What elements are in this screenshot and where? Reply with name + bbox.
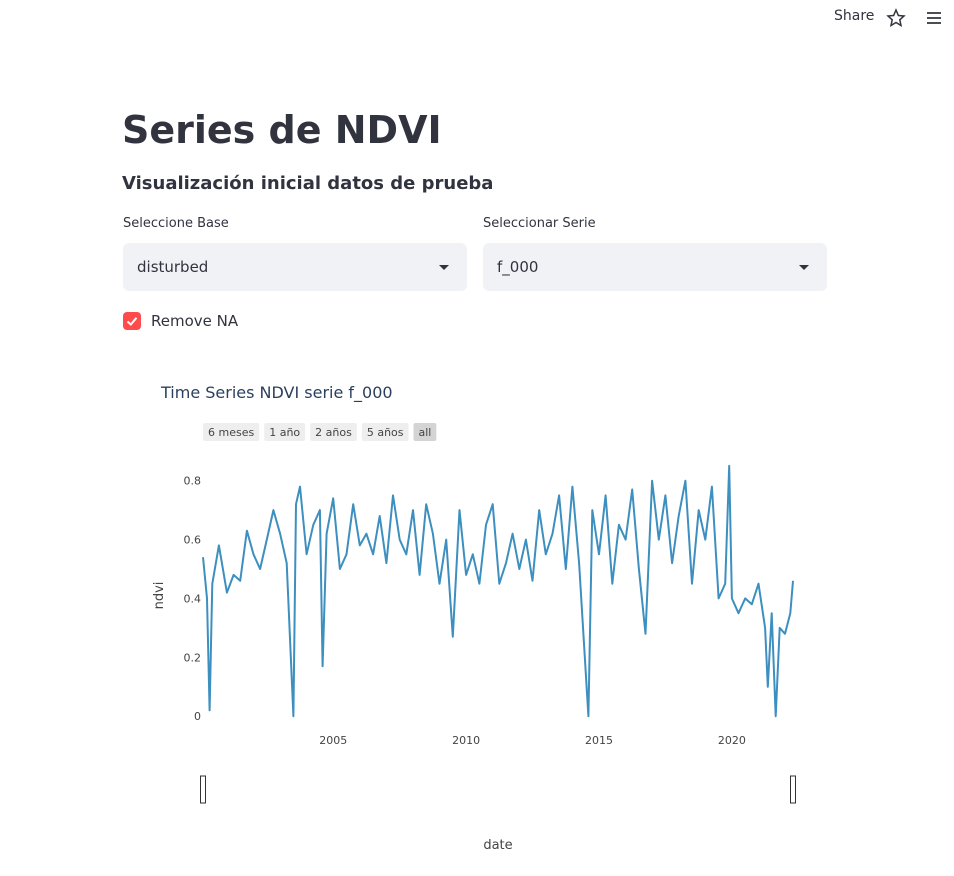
share-button[interactable]: Share	[834, 8, 875, 24]
y-tick-label: 0	[194, 710, 201, 723]
y-tick-label: 0.6	[184, 534, 202, 547]
x-axis-label: date	[483, 838, 512, 853]
y-tick-label: 0.4	[184, 592, 202, 605]
x-tick-label: 2015	[585, 734, 613, 747]
x-tick-label: 2020	[718, 734, 746, 747]
range-slider-handle	[200, 775, 206, 804]
range-button-label: all	[419, 426, 432, 439]
x-tick-label: 2010	[452, 734, 480, 747]
checkbox-label[interactable]: Remove NA	[151, 312, 239, 330]
menu-icon[interactable]	[925, 9, 943, 27]
chart-title: Time Series NDVI serie f_000	[160, 383, 393, 403]
range-button-label: 6 meses	[208, 426, 254, 439]
range-button[interactable]	[264, 423, 306, 441]
select-label: Seleccione Base	[123, 216, 229, 231]
select-value: disturbed	[137, 258, 209, 276]
chart: Time Series NDVI serie f_000 6 meses 1 año…	[152, 383, 796, 853]
range-slider-handle	[790, 775, 796, 804]
page-subtitle: Visualización inicial datos de prueba	[122, 173, 494, 194]
range-button[interactable]	[310, 423, 357, 441]
range-button-label: 1 año	[269, 426, 300, 439]
range-button-label: 5 años	[367, 426, 404, 439]
checkbox[interactable]	[123, 312, 141, 330]
range-button-label: 2 años	[315, 426, 352, 439]
y-tick-label: 0.2	[184, 651, 202, 664]
select-base[interactable]: disturbed	[123, 243, 467, 291]
select-label: Seleccionar Serie	[483, 216, 596, 231]
page-title: Series de NDVI	[122, 108, 442, 152]
select-serie[interactable]: f_000	[483, 243, 827, 291]
range-button[interactable]	[413, 423, 437, 441]
y-axis-label: ndvi	[152, 582, 167, 610]
y-tick-label: 0.8	[184, 475, 202, 488]
range-button[interactable]	[361, 423, 409, 441]
data-line	[202, 464, 794, 718]
star-icon[interactable]	[886, 8, 906, 28]
range-button[interactable]	[203, 423, 260, 441]
x-tick-label: 2005	[319, 734, 347, 747]
select-value: f_000	[497, 258, 539, 276]
